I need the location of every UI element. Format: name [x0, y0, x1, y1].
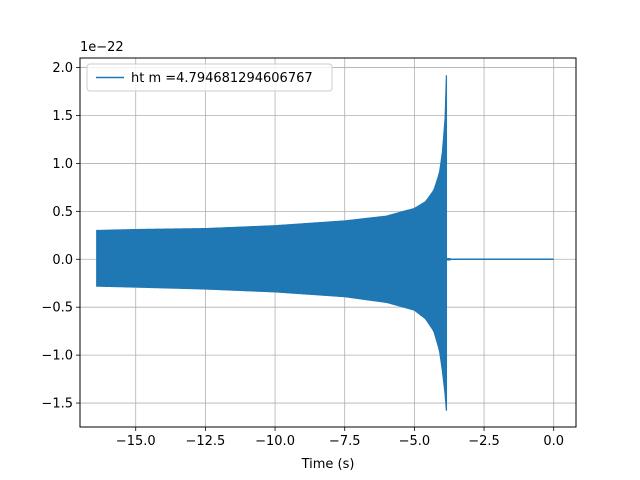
x-tick-label: −10.0: [255, 434, 295, 449]
y-tick-label: 0.0: [52, 253, 73, 268]
axes-frame: [79, 57, 577, 428]
legend-label: ht m =4.794681294606767: [131, 71, 313, 86]
series-layer: [96, 75, 554, 411]
y-tick-label: 1.0: [52, 157, 73, 172]
x-axis-label: Time (s): [301, 457, 355, 472]
y-tick-label: −0.5: [41, 301, 73, 316]
y-tick-label: 1.5: [52, 109, 73, 124]
x-tick-label: −15.0: [116, 434, 156, 449]
y-tick-label: −1.0: [41, 349, 73, 364]
x-tick-label: −2.5: [468, 434, 500, 449]
y-axis-ticks: −1.5 −1.0 −0.5 0.0 0.5 1.0 1.5 2.0: [41, 61, 80, 412]
x-axis-ticks: −15.0 −12.5 −10.0 −7.5 −5.0 −2.5 0.0: [116, 427, 564, 449]
x-tick-label: 0.0: [543, 434, 564, 449]
legend-box: [86, 63, 333, 92]
y-axis-scale-label: 1e−22: [80, 40, 124, 55]
x-tick-label: −12.5: [185, 434, 225, 449]
x-tick-label: −5.0: [399, 434, 431, 449]
series-line-waveform: [96, 75, 448, 411]
y-tick-label: 2.0: [52, 61, 73, 76]
y-tick-label: 0.5: [52, 205, 73, 220]
y-tick-label: −1.5: [41, 397, 73, 412]
legend: ht m =4.794681294606767: [86, 63, 333, 92]
x-tick-label: −7.5: [329, 434, 361, 449]
